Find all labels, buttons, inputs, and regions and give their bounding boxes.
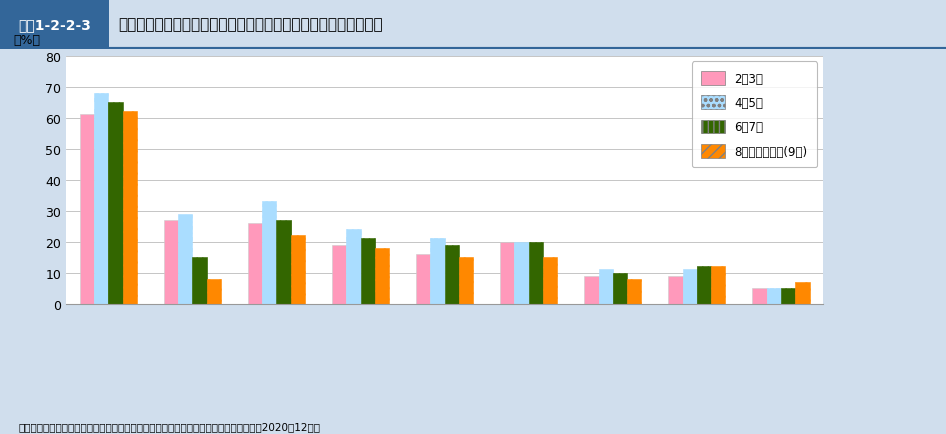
Bar [711, 266, 726, 304]
Bar [445, 245, 459, 304]
Bar [262, 202, 276, 304]
Bar [276, 220, 290, 304]
Bar [332, 245, 346, 304]
Bar [668, 276, 683, 304]
Legend: 2～3月, 4～5月, 6～7月, 8月～調査時点(9月): 2～3月, 4～5月, 6～7月, 8月～調査時点(9月) [692, 62, 817, 168]
Text: 新型コロナウイルス感染症の感染拡大に際して不安に思ったこと: 新型コロナウイルス感染症の感染拡大に際して不安に思ったこと [118, 17, 383, 33]
Bar [290, 236, 305, 304]
Bar [94, 94, 108, 304]
Bar [515, 242, 529, 304]
Bar [79, 115, 94, 304]
Bar [627, 279, 641, 304]
Bar [796, 282, 810, 304]
Bar [781, 288, 796, 304]
Bar [375, 248, 389, 304]
Bar [683, 270, 697, 304]
Bar [500, 242, 515, 304]
Bar [0, 0, 109, 50]
Text: 資料：厚生労働省「新型コロナウイルス感染症に係るメンタルヘルスに関する調査」（2020年12月）: 資料：厚生労働省「新型コロナウイルス感染症に係るメンタルヘルスに関する調査」（2… [19, 422, 321, 432]
Bar [459, 257, 473, 304]
Bar [178, 214, 192, 304]
Bar [430, 239, 445, 304]
Bar [752, 288, 766, 304]
Bar [543, 257, 557, 304]
Bar [123, 112, 137, 304]
Bar [766, 288, 781, 304]
Bar [108, 103, 123, 304]
Bar [360, 239, 375, 304]
Bar [248, 224, 262, 304]
Bar [416, 254, 430, 304]
Text: （%）: （%） [13, 33, 41, 46]
Bar [585, 276, 599, 304]
Bar [529, 242, 543, 304]
Bar [697, 266, 711, 304]
Bar [206, 279, 221, 304]
Bar [164, 220, 178, 304]
Bar [192, 257, 206, 304]
Text: 図表1-2-2-3: 図表1-2-2-3 [18, 18, 91, 32]
Bar [346, 230, 360, 304]
Bar [599, 270, 613, 304]
Bar [613, 273, 627, 304]
